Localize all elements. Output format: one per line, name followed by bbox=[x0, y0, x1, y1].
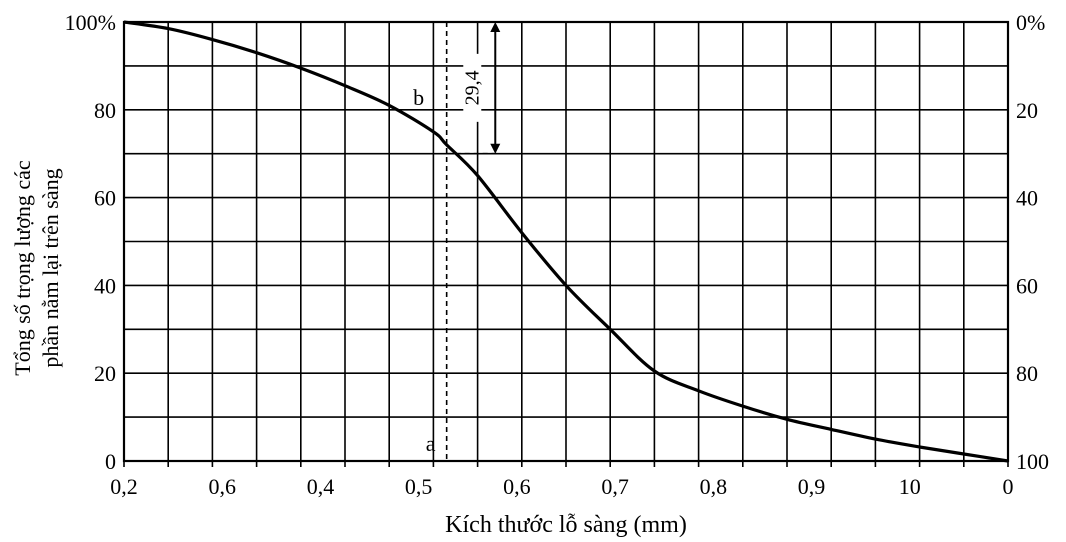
x-tick-label: 10 bbox=[899, 474, 921, 499]
y2-tick-label: 20 bbox=[1016, 98, 1038, 123]
y2-tick-label: 100 bbox=[1016, 449, 1049, 474]
y2-tick-label: 60 bbox=[1016, 273, 1038, 298]
x-tick-label: 0,2 bbox=[110, 474, 138, 499]
x-tick-label: 0,7 bbox=[601, 474, 629, 499]
y-tick-label: 20 bbox=[94, 361, 116, 386]
x-tick-label: 0,9 bbox=[798, 474, 826, 499]
y-axis-title-line1: Tổng số trọng lượng các bbox=[10, 160, 35, 376]
x-tick-label: 0,4 bbox=[307, 474, 335, 499]
axes bbox=[122, 20, 1010, 467]
y-tick-label: 80 bbox=[94, 98, 116, 123]
curve-layer bbox=[123, 20, 1009, 463]
x-tick-label: 0,6 bbox=[208, 474, 236, 499]
y-tick-label: 40 bbox=[94, 273, 116, 298]
y-tick-label: 0 bbox=[105, 449, 116, 474]
y-axis-title-line2: phần nằm lại trên sàng bbox=[38, 168, 63, 367]
x-tick-label: 0,6 bbox=[503, 474, 531, 499]
grading-curve bbox=[123, 20, 1009, 463]
annotations: 29,4 b a bbox=[413, 22, 501, 461]
point-b-label: b bbox=[413, 85, 424, 110]
y2-tick-label: 40 bbox=[1016, 186, 1038, 211]
dimension-arrow-head-top bbox=[490, 22, 501, 32]
dimension-arrow-head-bottom bbox=[490, 143, 501, 154]
y-tick-label: 60 bbox=[94, 186, 116, 211]
x-tick-label: 0,5 bbox=[405, 474, 433, 499]
x-axis-title: Kích thước lỗ sàng (mm) bbox=[445, 512, 687, 538]
y2-tick-label: 0% bbox=[1016, 10, 1045, 35]
point-a-label: a bbox=[426, 431, 436, 456]
x-tick-label: 0 bbox=[1003, 474, 1014, 499]
grid bbox=[124, 22, 1008, 461]
y2-tick-label: 80 bbox=[1016, 361, 1038, 386]
x-tick-label: 0,8 bbox=[700, 474, 728, 499]
y-tick-label: 100% bbox=[65, 10, 116, 35]
dimension-label: 29,4 bbox=[461, 70, 483, 105]
dimension-label-bg bbox=[463, 53, 482, 122]
